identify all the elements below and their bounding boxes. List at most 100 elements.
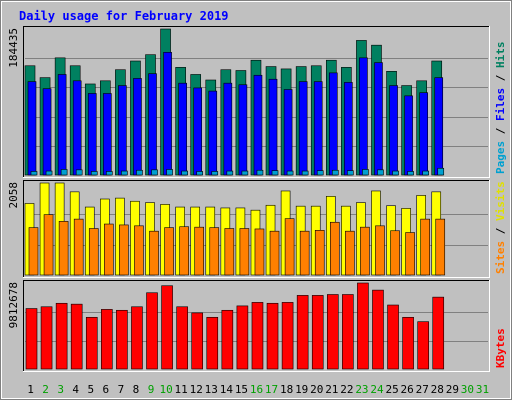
bar-requests-files-day-15 [238, 84, 248, 176]
bar-visits-sites-day-28 [435, 218, 446, 276]
bar-requests-files-day-4 [72, 80, 82, 176]
bar-requests-pages-day-1 [30, 171, 38, 176]
panel-requests: 184435 Pages / Files / Hits [7, 26, 507, 178]
bar-requests-pages-day-6 [106, 171, 113, 176]
bar-visits-sites-day-12 [194, 226, 205, 276]
bar-requests-files-day-20 [313, 81, 323, 176]
bar-requests-pages-day-2 [45, 170, 53, 176]
bar-requests-pages-day-24 [377, 169, 384, 176]
x-tick-label-day-31: 31 [476, 383, 489, 396]
x-tick-label-day-28: 28 [431, 383, 444, 396]
bar-volume-kbytes-day-19 [296, 295, 309, 370]
bar-volume-kbytes-day-10 [161, 285, 173, 370]
bar-requests-files-day-21 [328, 72, 338, 176]
panel-visits-y-axis-label-part-2: Visits [494, 181, 507, 221]
panel-requests-y-axis-label-part-3: / [494, 68, 507, 88]
bar-volume-kbytes-day-6 [101, 309, 113, 370]
bar-visits-sites-day-13 [209, 227, 220, 276]
bar-visits-sites-day-8 [134, 225, 144, 276]
bar-volume-kbytes-day-7 [116, 309, 128, 370]
x-tick-label-day-22: 22 [340, 383, 353, 396]
bar-volume-kbytes-day-24 [372, 289, 384, 370]
x-tick-label-day-6: 6 [103, 383, 110, 396]
bar-visits-sites-day-1 [28, 227, 39, 276]
panel-requests-y-axis-label-part-0: Pages [494, 141, 507, 174]
panel-requests-y-axis-label: Pages / Files / Hits [494, 42, 507, 175]
x-tick-label-day-24: 24 [370, 383, 384, 396]
bar-requests-pages-day-18 [286, 170, 294, 176]
bar-visits-sites-day-9 [149, 230, 159, 276]
bar-volume-kbytes-day-25 [387, 304, 399, 370]
bar-requests-pages-day-7 [121, 170, 128, 176]
x-tick-label-day-27: 27 [416, 383, 429, 396]
bar-requests-files-day-1 [27, 81, 37, 176]
bar-requests-pages-day-25 [392, 170, 399, 176]
panel-requests-max-label: 184435 [7, 28, 20, 68]
bar-requests-files-day-14 [223, 82, 233, 176]
bar-requests-files-day-24 [374, 62, 383, 176]
bar-visits-sites-day-3 [58, 221, 69, 276]
bar-requests-files-day-28 [434, 77, 444, 176]
bar-visits-sites-day-5 [88, 228, 99, 276]
x-tick-label-day-13: 13 [205, 383, 218, 396]
bar-visits-sites-day-19 [299, 230, 310, 276]
bar-requests-files-day-6 [103, 93, 112, 176]
bar-requests-pages-day-4 [75, 169, 83, 176]
bar-requests-files-day-19 [298, 81, 308, 176]
bar-visits-sites-day-11 [179, 226, 189, 276]
x-tick-label-day-18: 18 [280, 383, 293, 396]
bar-requests-pages-day-20 [316, 170, 324, 176]
bar-volume-kbytes-day-21 [326, 294, 339, 370]
bar-requests-pages-day-26 [407, 171, 414, 176]
bar-requests-files-day-27 [419, 92, 428, 176]
panel-volume-y-axis-label-part-0: KBytes [494, 328, 507, 368]
bar-requests-files-day-12 [193, 87, 203, 176]
bar-requests-files-day-17 [268, 78, 278, 176]
bar-volume-kbytes-day-14 [221, 309, 234, 370]
x-tick-label-day-16: 16 [250, 383, 263, 396]
chart-panels: 184435 Pages / Files / Hits 2058 Sites / Vi… [7, 26, 507, 372]
panel-visits: 2058 Sites / Visits [7, 180, 507, 278]
bar-volume-kbytes-day-28 [432, 296, 445, 370]
bar-visits-sites-day-24 [375, 225, 385, 276]
panel-visits-max-label: 2058 [7, 182, 20, 209]
bar-requests-pages-day-13 [211, 171, 219, 176]
bar-volume-kbytes-day-27 [417, 321, 429, 370]
bar-visits-sites-day-15 [239, 228, 250, 276]
chart-title: Daily usage for February 2019 [19, 9, 229, 23]
bar-requests-files-day-7 [118, 85, 127, 176]
bar-visits-sites-day-26 [405, 232, 415, 276]
x-tick-label-day-3: 3 [57, 383, 64, 396]
bar-requests-pages-day-16 [256, 169, 264, 176]
x-tick-label-day-2: 2 [42, 383, 49, 396]
panel-requests-y-axis-label-part-4: Hits [494, 42, 507, 69]
x-tick-label-day-20: 20 [310, 383, 323, 396]
bar-requests-pages-day-12 [196, 171, 204, 176]
x-tick-label-day-15: 15 [235, 383, 248, 396]
bar-requests-files-day-13 [208, 90, 218, 176]
bar-requests-files-day-8 [133, 78, 142, 176]
x-tick-label-day-30: 30 [461, 383, 474, 396]
bar-visits-sites-day-16 [254, 228, 265, 276]
bar-visits-sites-day-4 [73, 218, 84, 276]
x-tick-label-day-25: 25 [385, 383, 398, 396]
bar-volume-kbytes-day-17 [266, 302, 279, 370]
x-tick-label-day-5: 5 [87, 383, 94, 396]
x-tick-label-day-12: 12 [190, 383, 203, 396]
bar-volume-kbytes-day-2 [40, 306, 53, 370]
bar-visits-sites-day-20 [314, 230, 325, 276]
bar-requests-pages-day-27 [422, 170, 429, 176]
bar-requests-files-day-22 [344, 82, 353, 176]
bar-volume-kbytes-day-18 [281, 302, 294, 370]
bar-volume-kbytes-day-16 [251, 302, 264, 370]
bar-visits-sites-day-18 [284, 218, 295, 276]
x-tick-label-day-4: 4 [72, 383, 79, 396]
x-tick-label-day-14: 14 [220, 383, 234, 396]
bar-requests-pages-day-9 [151, 169, 158, 176]
bar-visits-sites-day-21 [329, 221, 340, 276]
bar-requests-files-day-26 [404, 95, 413, 176]
panel-requests-y-axis-label-part-1: / [494, 121, 507, 141]
bar-requests-files-day-3 [57, 74, 67, 176]
bar-requests-pages-day-10 [166, 169, 173, 176]
bar-visits-sites-day-6 [104, 223, 114, 276]
